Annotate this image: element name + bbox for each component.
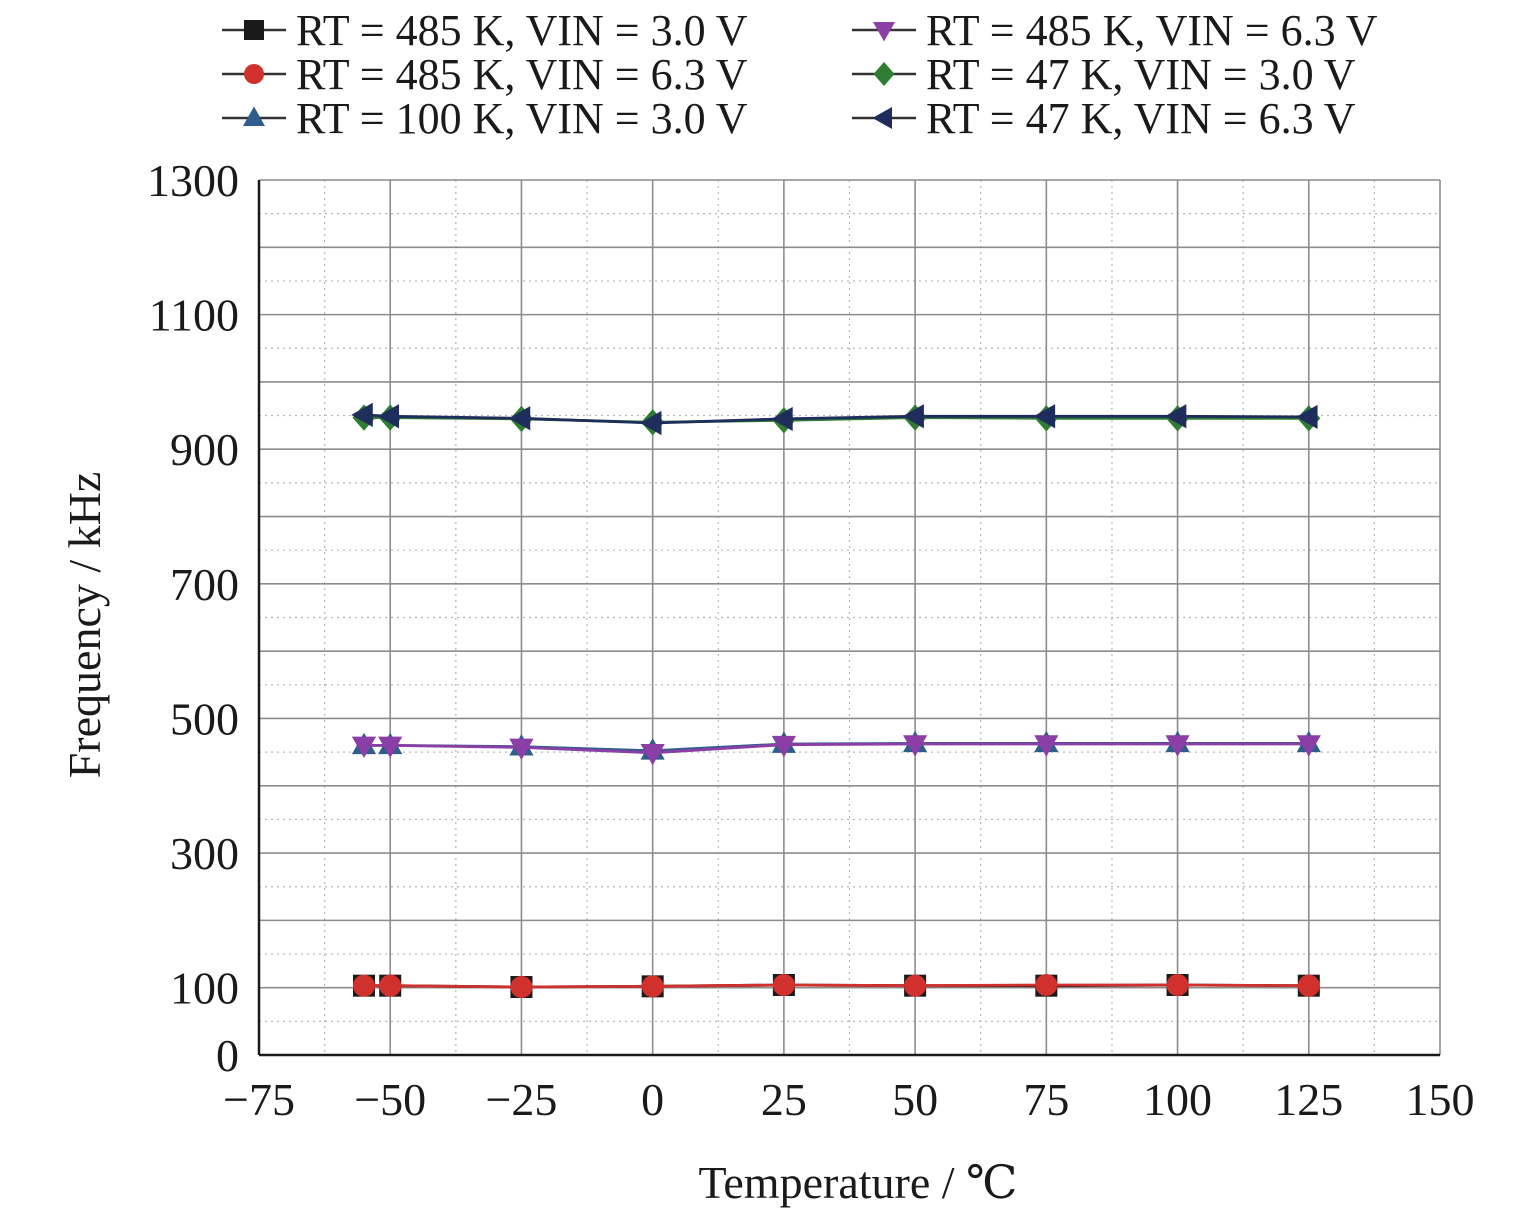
data-point xyxy=(378,736,403,759)
series xyxy=(351,402,1321,999)
data-point xyxy=(243,106,265,126)
legend-label: RT = 100 K, VIN = 3.0 V xyxy=(296,94,748,143)
x-tick-label: 150 xyxy=(1406,1074,1475,1125)
y-tick-label: 1300 xyxy=(147,155,239,206)
legend-item: RT = 485 K, VIN = 3.0 V xyxy=(222,6,748,55)
data-point xyxy=(351,402,373,428)
series-6 xyxy=(351,402,1318,436)
y-tick-label: 500 xyxy=(170,693,239,744)
data-point xyxy=(1296,735,1321,757)
x-tick-label: 100 xyxy=(1143,1074,1212,1125)
data-point xyxy=(377,404,400,429)
data-point xyxy=(873,22,895,42)
x-tick-label: −25 xyxy=(485,1074,557,1125)
y-tick-label: 0 xyxy=(216,1030,239,1081)
x-tick-label: 50 xyxy=(892,1074,938,1125)
legend-item: RT = 100 K, VIN = 3.0 V xyxy=(222,94,748,143)
series-4 xyxy=(351,735,1321,766)
data-point xyxy=(508,406,531,431)
legend: RT = 485 K, VIN = 3.0 VRT = 485 K, VIN =… xyxy=(222,6,1378,143)
y-tick-label: 900 xyxy=(170,424,239,475)
x-tick-label: −75 xyxy=(223,1074,295,1125)
axes xyxy=(257,180,1440,1057)
x-tick-label: −50 xyxy=(354,1074,426,1125)
legend-label: RT = 485 K, VIN = 6.3 V xyxy=(926,6,1378,55)
x-tick-label: 0 xyxy=(641,1074,664,1125)
data-point xyxy=(640,743,665,766)
y-tick-label: 700 xyxy=(170,559,239,610)
data-point xyxy=(244,20,264,40)
grid xyxy=(259,179,1441,1055)
data-point xyxy=(1035,974,1058,996)
y-tick-label: 100 xyxy=(170,963,239,1014)
data-point xyxy=(904,974,927,997)
legend-label: RT = 485 K, VIN = 6.3 V xyxy=(296,50,748,99)
y-tick-labels: 0 100 300 500 700 900 1100 1300 xyxy=(147,155,239,1081)
y-tick-label: 1100 xyxy=(149,290,239,341)
data-point xyxy=(872,107,892,129)
data-point xyxy=(641,975,664,998)
x-axis-title: Temperature / ℃ xyxy=(699,1157,1018,1208)
data-point xyxy=(1166,974,1189,996)
legend-item: RT = 485 K, VIN = 6.3 V xyxy=(222,50,748,99)
x-tick-labels: −75 −50 −25 0 25 50 75 100 125 150 xyxy=(223,1074,1474,1125)
y-axis-title: Frequency / kHz xyxy=(59,472,110,779)
series-2 xyxy=(352,974,1320,999)
legend-item: RT = 47 K, VIN = 6.3 V xyxy=(852,94,1356,143)
data-point xyxy=(873,62,895,86)
data-point xyxy=(1165,735,1190,757)
data-point xyxy=(1297,974,1320,997)
data-point xyxy=(640,410,662,436)
data-point xyxy=(1164,404,1187,429)
data-point xyxy=(771,735,796,758)
x-tick-label: 25 xyxy=(761,1074,807,1125)
data-point xyxy=(1033,404,1056,429)
legend-item: RT = 47 K, VIN = 3.0 V xyxy=(852,50,1356,99)
data-point xyxy=(1034,735,1059,757)
data-point xyxy=(771,406,793,432)
data-point xyxy=(352,974,375,997)
legend-label: RT = 47 K, VIN = 6.3 V xyxy=(926,94,1356,143)
data-point xyxy=(902,404,924,429)
data-point xyxy=(510,976,533,999)
legend-label: RT = 485 K, VIN = 3.0 V xyxy=(296,6,748,55)
data-point xyxy=(1296,404,1318,430)
data-point xyxy=(903,735,928,757)
y-tick-label: 300 xyxy=(170,828,239,879)
x-tick-label: 125 xyxy=(1274,1074,1343,1125)
legend-item: RT = 485 K, VIN = 6.3 V xyxy=(852,6,1378,55)
data-point xyxy=(772,974,795,996)
data-point xyxy=(379,974,402,997)
x-tick-label: 75 xyxy=(1023,1074,1069,1125)
legend-label: RT = 47 K, VIN = 3.0 V xyxy=(926,50,1356,99)
data-point xyxy=(509,738,534,761)
data-point xyxy=(351,736,377,759)
data-point xyxy=(244,64,264,84)
